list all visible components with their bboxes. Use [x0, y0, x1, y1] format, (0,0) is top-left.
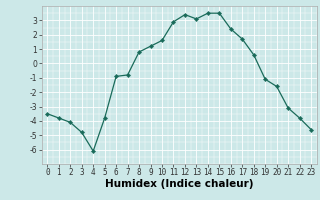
X-axis label: Humidex (Indice chaleur): Humidex (Indice chaleur): [105, 179, 253, 189]
